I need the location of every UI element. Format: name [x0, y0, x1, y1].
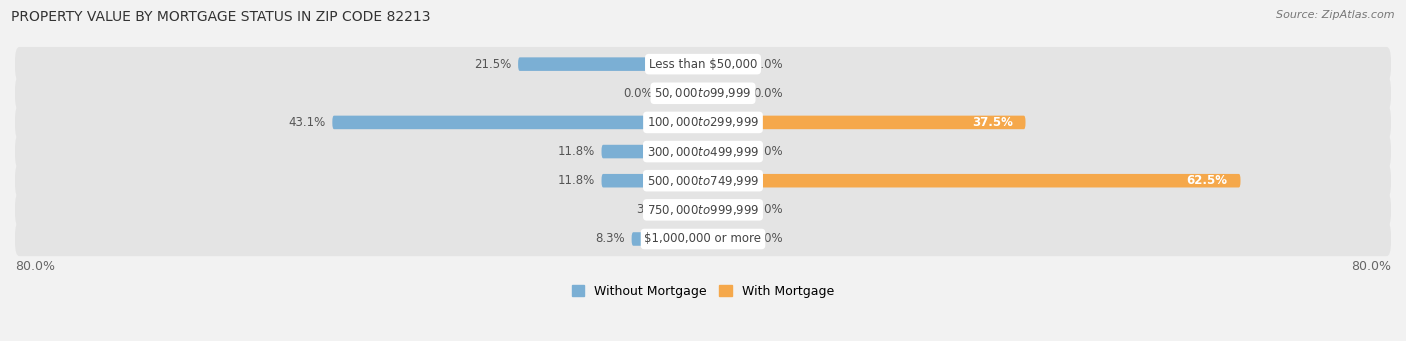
Text: Less than $50,000: Less than $50,000: [648, 58, 758, 71]
Text: 0.0%: 0.0%: [752, 87, 783, 100]
Text: 0.0%: 0.0%: [752, 233, 783, 246]
FancyBboxPatch shape: [659, 87, 703, 100]
FancyBboxPatch shape: [15, 222, 1391, 256]
Text: 3.5%: 3.5%: [637, 203, 666, 216]
FancyBboxPatch shape: [517, 57, 703, 71]
FancyBboxPatch shape: [703, 57, 747, 71]
FancyBboxPatch shape: [15, 105, 1391, 139]
FancyBboxPatch shape: [703, 116, 1025, 129]
Text: $300,000 to $499,999: $300,000 to $499,999: [647, 145, 759, 159]
Text: 62.5%: 62.5%: [1187, 174, 1227, 187]
Text: 21.5%: 21.5%: [474, 58, 512, 71]
Text: 80.0%: 80.0%: [1351, 260, 1391, 273]
Text: 0.0%: 0.0%: [623, 87, 654, 100]
Text: 80.0%: 80.0%: [15, 260, 55, 273]
Text: $500,000 to $749,999: $500,000 to $749,999: [647, 174, 759, 188]
Text: 11.8%: 11.8%: [557, 174, 595, 187]
FancyBboxPatch shape: [15, 164, 1391, 198]
Text: $1,000,000 or more: $1,000,000 or more: [644, 233, 762, 246]
Text: 8.3%: 8.3%: [595, 233, 624, 246]
FancyBboxPatch shape: [15, 47, 1391, 81]
FancyBboxPatch shape: [703, 232, 747, 246]
Text: 37.5%: 37.5%: [972, 116, 1012, 129]
Text: PROPERTY VALUE BY MORTGAGE STATUS IN ZIP CODE 82213: PROPERTY VALUE BY MORTGAGE STATUS IN ZIP…: [11, 10, 430, 24]
FancyBboxPatch shape: [673, 203, 703, 217]
FancyBboxPatch shape: [332, 116, 703, 129]
Text: 0.0%: 0.0%: [752, 58, 783, 71]
Text: $50,000 to $99,999: $50,000 to $99,999: [654, 86, 752, 100]
Text: $750,000 to $999,999: $750,000 to $999,999: [647, 203, 759, 217]
Text: 11.8%: 11.8%: [557, 145, 595, 158]
FancyBboxPatch shape: [703, 203, 747, 217]
FancyBboxPatch shape: [15, 134, 1391, 169]
FancyBboxPatch shape: [15, 76, 1391, 110]
Text: 43.1%: 43.1%: [288, 116, 325, 129]
FancyBboxPatch shape: [703, 87, 747, 100]
Text: Source: ZipAtlas.com: Source: ZipAtlas.com: [1277, 10, 1395, 20]
FancyBboxPatch shape: [602, 145, 703, 158]
Text: 0.0%: 0.0%: [752, 145, 783, 158]
FancyBboxPatch shape: [602, 174, 703, 188]
FancyBboxPatch shape: [703, 174, 1240, 188]
FancyBboxPatch shape: [703, 145, 747, 158]
FancyBboxPatch shape: [15, 193, 1391, 227]
Text: $100,000 to $299,999: $100,000 to $299,999: [647, 115, 759, 130]
Legend: Without Mortgage, With Mortgage: Without Mortgage, With Mortgage: [567, 280, 839, 303]
Text: 0.0%: 0.0%: [752, 203, 783, 216]
FancyBboxPatch shape: [631, 232, 703, 246]
